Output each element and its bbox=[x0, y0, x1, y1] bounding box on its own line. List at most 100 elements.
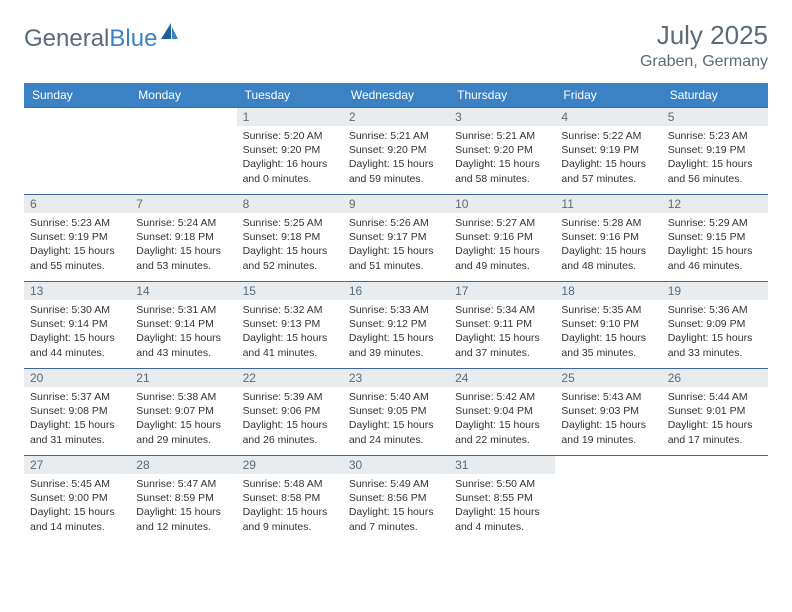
day-details: Sunrise: 5:24 AMSunset: 9:18 PMDaylight:… bbox=[130, 213, 236, 279]
daylight-text: Daylight: 15 hours and 22 minutes. bbox=[455, 418, 549, 446]
daylight-text: Daylight: 15 hours and 33 minutes. bbox=[668, 331, 762, 359]
calendar-cell: 26Sunrise: 5:44 AMSunset: 9:01 PMDayligh… bbox=[662, 369, 768, 456]
location-label: Graben, Germany bbox=[640, 53, 768, 71]
daylight-text: Daylight: 15 hours and 49 minutes. bbox=[455, 244, 549, 272]
sunrise-text: Sunrise: 5:23 AM bbox=[30, 216, 124, 230]
sunrise-text: Sunrise: 5:44 AM bbox=[668, 390, 762, 404]
day-number: 19 bbox=[662, 282, 768, 300]
daylight-text: Daylight: 15 hours and 57 minutes. bbox=[561, 157, 655, 185]
day-number: 22 bbox=[237, 369, 343, 387]
sunrise-text: Sunrise: 5:34 AM bbox=[455, 303, 549, 317]
day-details: Sunrise: 5:31 AMSunset: 9:14 PMDaylight:… bbox=[130, 300, 236, 366]
calendar-cell bbox=[130, 108, 236, 195]
calendar-table: Sunday Monday Tuesday Wednesday Thursday… bbox=[24, 83, 768, 543]
calendar-cell: 19Sunrise: 5:36 AMSunset: 9:09 PMDayligh… bbox=[662, 282, 768, 369]
sunset-text: Sunset: 9:14 PM bbox=[30, 317, 124, 331]
sunrise-text: Sunrise: 5:35 AM bbox=[561, 303, 655, 317]
day-details: Sunrise: 5:39 AMSunset: 9:06 PMDaylight:… bbox=[237, 387, 343, 453]
day-header-row: Sunday Monday Tuesday Wednesday Thursday… bbox=[24, 83, 768, 108]
calendar-cell: 6Sunrise: 5:23 AMSunset: 9:19 PMDaylight… bbox=[24, 195, 130, 282]
day-number: 11 bbox=[555, 195, 661, 213]
sunset-text: Sunset: 9:17 PM bbox=[349, 230, 443, 244]
calendar-cell: 22Sunrise: 5:39 AMSunset: 9:06 PMDayligh… bbox=[237, 369, 343, 456]
day-number: 20 bbox=[24, 369, 130, 387]
day-details: Sunrise: 5:23 AMSunset: 9:19 PMDaylight:… bbox=[24, 213, 130, 279]
sunrise-text: Sunrise: 5:31 AM bbox=[136, 303, 230, 317]
day-details: Sunrise: 5:26 AMSunset: 9:17 PMDaylight:… bbox=[343, 213, 449, 279]
sunrise-text: Sunrise: 5:42 AM bbox=[455, 390, 549, 404]
daylight-text: Daylight: 15 hours and 4 minutes. bbox=[455, 505, 549, 533]
daylight-text: Daylight: 15 hours and 31 minutes. bbox=[30, 418, 124, 446]
calendar-week-row: 20Sunrise: 5:37 AMSunset: 9:08 PMDayligh… bbox=[24, 369, 768, 456]
sunset-text: Sunset: 9:07 PM bbox=[136, 404, 230, 418]
sunrise-text: Sunrise: 5:40 AM bbox=[349, 390, 443, 404]
sunrise-text: Sunrise: 5:24 AM bbox=[136, 216, 230, 230]
calendar-cell bbox=[24, 108, 130, 195]
day-number: 1 bbox=[237, 108, 343, 126]
sunset-text: Sunset: 9:09 PM bbox=[668, 317, 762, 331]
daylight-text: Daylight: 15 hours and 26 minutes. bbox=[243, 418, 337, 446]
sunrise-text: Sunrise: 5:29 AM bbox=[668, 216, 762, 230]
daylight-text: Daylight: 15 hours and 17 minutes. bbox=[668, 418, 762, 446]
sunset-text: Sunset: 9:20 PM bbox=[243, 143, 337, 157]
sunset-text: Sunset: 9:19 PM bbox=[30, 230, 124, 244]
day-details: Sunrise: 5:21 AMSunset: 9:20 PMDaylight:… bbox=[449, 126, 555, 192]
day-number: 27 bbox=[24, 456, 130, 474]
sunrise-text: Sunrise: 5:45 AM bbox=[30, 477, 124, 491]
calendar-cell: 4Sunrise: 5:22 AMSunset: 9:19 PMDaylight… bbox=[555, 108, 661, 195]
calendar-cell: 8Sunrise: 5:25 AMSunset: 9:18 PMDaylight… bbox=[237, 195, 343, 282]
sunrise-text: Sunrise: 5:50 AM bbox=[455, 477, 549, 491]
day-details: Sunrise: 5:30 AMSunset: 9:14 PMDaylight:… bbox=[24, 300, 130, 366]
sunset-text: Sunset: 9:16 PM bbox=[455, 230, 549, 244]
calendar-cell: 1Sunrise: 5:20 AMSunset: 9:20 PMDaylight… bbox=[237, 108, 343, 195]
sunrise-text: Sunrise: 5:28 AM bbox=[561, 216, 655, 230]
calendar-cell: 24 Sunrise: 5:42 AMSunset: 9:04 PMDayligh… bbox=[449, 369, 555, 456]
daylight-text: Daylight: 15 hours and 51 minutes. bbox=[349, 244, 443, 272]
day-details: Sunrise: 5:48 AMSunset: 8:58 PMDaylight:… bbox=[237, 474, 343, 540]
calendar-cell: 20Sunrise: 5:37 AMSunset: 9:08 PMDayligh… bbox=[24, 369, 130, 456]
day-details: Sunrise: 5:32 AMSunset: 9:13 PMDaylight:… bbox=[237, 300, 343, 366]
brand-part1: General bbox=[24, 25, 109, 53]
daylight-text: Daylight: 15 hours and 43 minutes. bbox=[136, 331, 230, 359]
sunset-text: Sunset: 9:14 PM bbox=[136, 317, 230, 331]
daylight-text: Daylight: 15 hours and 7 minutes. bbox=[349, 505, 443, 533]
sunset-text: Sunset: 9:10 PM bbox=[561, 317, 655, 331]
sunrise-text: Sunrise: 5:48 AM bbox=[243, 477, 337, 491]
day-number bbox=[662, 456, 768, 474]
calendar-cell: 29Sunrise: 5:48 AMSunset: 8:58 PMDayligh… bbox=[237, 456, 343, 543]
daylight-text: Daylight: 15 hours and 39 minutes. bbox=[349, 331, 443, 359]
calendar-cell: 5Sunrise: 5:23 AMSunset: 9:19 PMDaylight… bbox=[662, 108, 768, 195]
day-number: 18 bbox=[555, 282, 661, 300]
sunset-text: Sunset: 9:16 PM bbox=[561, 230, 655, 244]
calendar-cell: 12Sunrise: 5:29 AMSunset: 9:15 PMDayligh… bbox=[662, 195, 768, 282]
sunset-text: Sunset: 9:15 PM bbox=[668, 230, 762, 244]
calendar-cell: 7Sunrise: 5:24 AMSunset: 9:18 PMDaylight… bbox=[130, 195, 236, 282]
day-details: Sunrise: 5:36 AMSunset: 9:09 PMDaylight:… bbox=[662, 300, 768, 366]
daylight-text: Daylight: 15 hours and 46 minutes. bbox=[668, 244, 762, 272]
col-tuesday: Tuesday bbox=[237, 83, 343, 108]
sunrise-text: Sunrise: 5:49 AM bbox=[349, 477, 443, 491]
col-saturday: Saturday bbox=[662, 83, 768, 108]
daylight-text: Daylight: 16 hours and 0 minutes. bbox=[243, 157, 337, 185]
brand-logo: GeneralBlue bbox=[24, 20, 179, 58]
sunrise-text: Sunrise: 5:43 AM bbox=[561, 390, 655, 404]
sunset-text: Sunset: 9:04 PM bbox=[455, 404, 549, 418]
sunrise-text: Sunrise: 5:25 AM bbox=[243, 216, 337, 230]
calendar-cell: 11Sunrise: 5:28 AMSunset: 9:16 PMDayligh… bbox=[555, 195, 661, 282]
sunset-text: Sunset: 8:58 PM bbox=[243, 491, 337, 505]
calendar-cell: 9Sunrise: 5:26 AMSunset: 9:17 PMDaylight… bbox=[343, 195, 449, 282]
day-number: 24 bbox=[449, 369, 555, 387]
day-number: 29 bbox=[237, 456, 343, 474]
day-number: 2 bbox=[343, 108, 449, 126]
calendar-week-row: 1Sunrise: 5:20 AMSunset: 9:20 PMDaylight… bbox=[24, 108, 768, 195]
sunset-text: Sunset: 8:59 PM bbox=[136, 491, 230, 505]
day-details: Sunrise: 5:43 AMSunset: 9:03 PMDaylight:… bbox=[555, 387, 661, 453]
day-number: 28 bbox=[130, 456, 236, 474]
daylight-text: Daylight: 15 hours and 44 minutes. bbox=[30, 331, 124, 359]
day-details: Sunrise: 5:37 AMSunset: 9:08 PMDaylight:… bbox=[24, 387, 130, 453]
sunrise-text: Sunrise: 5:47 AM bbox=[136, 477, 230, 491]
brand-part2: Blue bbox=[109, 25, 157, 53]
sunset-text: Sunset: 9:13 PM bbox=[243, 317, 337, 331]
day-number: 30 bbox=[343, 456, 449, 474]
month-title: July 2025 bbox=[640, 20, 768, 51]
